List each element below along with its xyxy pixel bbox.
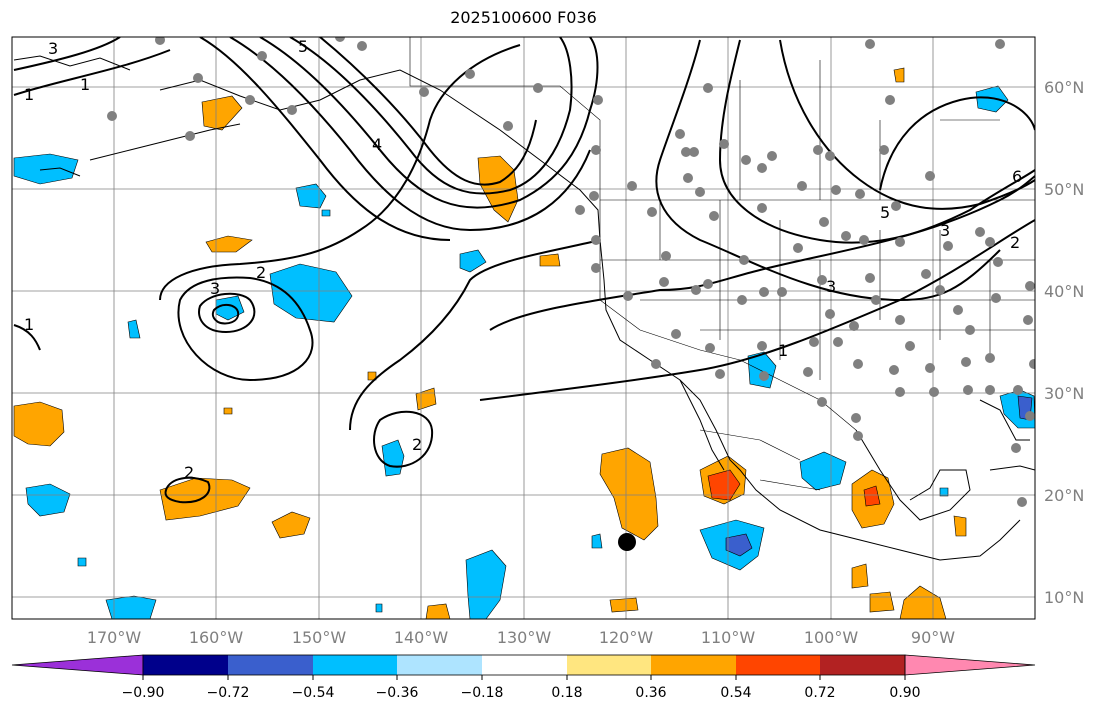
colorbar-tick-label: −0.18 <box>461 685 504 701</box>
lon-label: 140°W <box>394 628 449 647</box>
lat-label: 60°N <box>1044 78 1084 97</box>
station-markers <box>107 37 1035 507</box>
colorbar-tick-label: −0.72 <box>207 685 250 701</box>
lat-label: 20°N <box>1044 486 1084 505</box>
contour-label: 2 <box>412 435 422 454</box>
contour-label: 1 <box>24 85 34 104</box>
lon-label: 90°W <box>911 628 955 647</box>
colorbar-segment <box>143 655 228 675</box>
contour-lines <box>13 37 1035 504</box>
contour-label: 5 <box>880 203 890 222</box>
lon-label: 150°W <box>292 628 347 647</box>
colorbar-segment <box>313 655 397 675</box>
colorbar-extend-low <box>11 654 144 676</box>
contour-label: 4 <box>372 135 382 154</box>
lat-label: 40°N <box>1044 282 1084 301</box>
contour-label: 1 <box>24 315 34 334</box>
lon-label: 110°W <box>701 628 756 647</box>
lat-label: 30°N <box>1044 384 1084 403</box>
colorbar-extend-high <box>904 654 1036 676</box>
contour-label: 1 <box>778 341 788 360</box>
graticule <box>12 37 1035 619</box>
contour-label: 2 <box>256 263 266 282</box>
colorbar-segment <box>651 655 736 675</box>
contour-label: 3 <box>826 277 836 296</box>
contour-label: 2 <box>184 463 194 482</box>
colorbar-tick-label: 0.54 <box>720 685 751 701</box>
contour-label: 3 <box>940 221 950 240</box>
colorbar: −0.90 −0.72 −0.54 −0.36 −0.18 0.18 0.36 … <box>11 654 1036 701</box>
colorbar-segment <box>736 655 820 675</box>
colorbar-segment <box>397 655 482 675</box>
colorbar-segment <box>482 655 567 675</box>
colorbar-tick-label: 0.36 <box>635 685 666 701</box>
contour-label: 6 <box>1012 167 1022 186</box>
contour-label: 3 <box>48 39 58 58</box>
anomaly-shading <box>13 67 1035 619</box>
lon-label: 170°W <box>87 628 142 647</box>
colorbar-tick-label: −0.36 <box>376 685 419 701</box>
lon-label: 160°W <box>189 628 244 647</box>
lon-label: 100°W <box>804 628 859 647</box>
lat-label: 50°N <box>1044 180 1084 199</box>
colorbar-outline <box>142 654 906 676</box>
map-background <box>12 37 1035 619</box>
contour-label: 1 <box>80 75 90 94</box>
contour-label: 3 <box>210 279 220 298</box>
colorbar-segment <box>228 655 313 675</box>
storm-center-marker <box>618 533 636 551</box>
colorbar-tick-label: 0.90 <box>889 685 920 701</box>
lon-label: 120°W <box>599 628 654 647</box>
longitude-labels: 170°W 160°W 150°W 140°W 130°W 120°W 110°… <box>87 628 955 647</box>
contour-label: 5 <box>298 37 308 56</box>
lat-label: 10°N <box>1044 588 1084 607</box>
contour-label: 2 <box>1010 233 1020 252</box>
contour-label-group: 1 2 3 4 5 6 1 2 3 5 3 1 2 1 2 3 <box>24 37 1022 482</box>
colorbar-tick-label: 0.72 <box>804 685 835 701</box>
map-frame <box>11 36 1036 620</box>
colorbar-tick-label: 0.18 <box>551 685 582 701</box>
colorbar-tick-label: −0.90 <box>122 685 165 701</box>
colorbar-tick-label: −0.54 <box>292 685 335 701</box>
map-title: 2025100600 F036 <box>450 8 597 27</box>
latitude-labels: 60°N 50°N 40°N 30°N 20°N 10°N <box>1044 78 1084 607</box>
lon-label: 130°W <box>497 628 552 647</box>
colorbar-segment <box>567 655 651 675</box>
colorbar-segment <box>820 655 905 675</box>
